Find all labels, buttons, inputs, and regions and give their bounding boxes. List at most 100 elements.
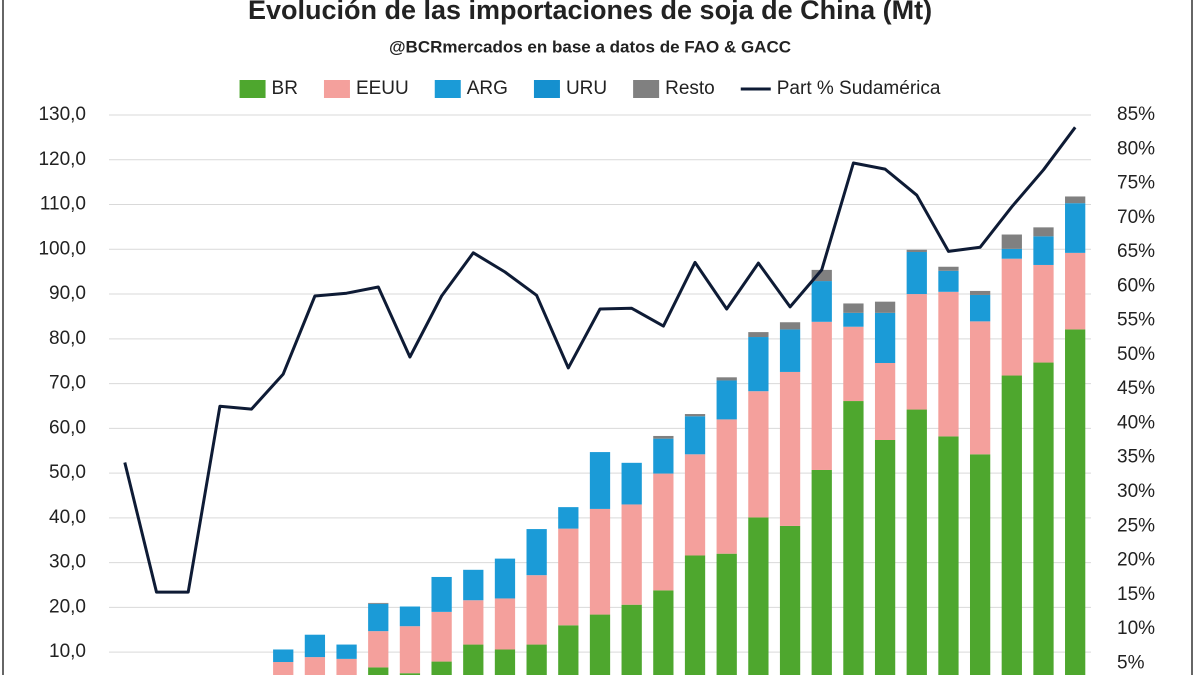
bar-segment — [273, 649, 294, 663]
bar-segment — [716, 380, 737, 420]
bar-segment — [431, 661, 452, 675]
bar-segment — [811, 469, 832, 675]
y2-tick-label: 35% — [1117, 447, 1155, 468]
legend-swatch — [239, 80, 266, 98]
bar-segment — [653, 435, 674, 439]
bar-segment — [526, 575, 547, 645]
line-series — [123, 126, 1077, 594]
bar-segment — [748, 337, 769, 392]
y2-tick-label: 65% — [1117, 241, 1155, 262]
y2-tick-label: 5% — [1117, 652, 1145, 673]
bar-segment — [748, 391, 769, 518]
y2-tick-label: 45% — [1117, 378, 1155, 399]
bar-segment — [558, 528, 579, 626]
bar-segment — [811, 281, 832, 322]
y2-tick-label: 15% — [1117, 584, 1155, 605]
y2-tick-label: 25% — [1117, 515, 1155, 536]
y-tick-label: 70,0 — [49, 373, 86, 394]
legend-item: URU — [533, 78, 607, 99]
legend-item: ARG — [434, 78, 508, 99]
bar-segment — [811, 269, 832, 282]
bar-segment — [684, 416, 706, 455]
bar-segment — [621, 604, 642, 675]
y-tick-label: 110,0 — [40, 194, 86, 215]
bar-segment — [906, 294, 927, 410]
chart-title: Evolución de las importaciones de soja d… — [248, 0, 932, 25]
bar-segment — [589, 508, 611, 615]
bar-segment — [653, 473, 674, 591]
bar-segment — [779, 525, 801, 675]
bar-segment — [1065, 329, 1086, 675]
bar-segment — [969, 454, 991, 675]
bar-segment — [906, 249, 927, 252]
bar-segment — [1033, 362, 1054, 675]
legend-label: BR — [272, 78, 298, 99]
plot-area — [273, 196, 1086, 675]
bar-segment — [1033, 264, 1054, 363]
legend-item: EEUU — [323, 78, 409, 99]
bar-segment — [811, 321, 832, 470]
bar-segment — [843, 401, 864, 675]
bar-segment — [399, 606, 421, 627]
bar-segment — [906, 409, 927, 675]
legend-swatch — [533, 80, 560, 98]
bar-segment — [431, 576, 452, 612]
bar-segment — [1001, 234, 1022, 249]
bar-segment — [273, 662, 294, 675]
bar-segment — [969, 294, 991, 322]
legend-label: Resto — [665, 78, 715, 99]
bar-segment — [779, 371, 801, 526]
bar-segment — [906, 251, 927, 295]
y2-tick-label: 75% — [1117, 173, 1155, 194]
legend-label: Part % Sudamérica — [777, 78, 941, 99]
bar-segment — [969, 321, 991, 455]
bar-segment — [716, 419, 737, 554]
bar-segment — [843, 303, 864, 313]
y-tick-label: 100,0 — [38, 238, 86, 259]
bar-segment — [1065, 252, 1086, 330]
bar-segment — [779, 329, 801, 372]
y2-tick-label: 10% — [1117, 618, 1155, 639]
bar-segment — [684, 414, 706, 417]
bar-segment — [304, 634, 326, 658]
bar-segment — [494, 598, 516, 650]
bar-segment — [684, 555, 706, 675]
bar-segment — [399, 673, 421, 675]
y2-tick-label: 80% — [1117, 138, 1155, 159]
chart-subtitle: @BCRmercados en base a datos de FAO & GA… — [389, 37, 791, 56]
y2-tick-label: 40% — [1117, 412, 1155, 433]
y-tick-label: 20,0 — [49, 596, 86, 617]
bar-segment — [684, 454, 706, 556]
bar-segment — [1033, 236, 1054, 265]
bar-segment — [589, 452, 611, 509]
y-tick-label: 30,0 — [49, 552, 86, 573]
bar-segment — [748, 517, 769, 675]
bar-segment — [716, 377, 737, 381]
bar-segment — [368, 603, 389, 632]
bar-segment — [621, 504, 642, 605]
legend-item: BR — [239, 78, 298, 99]
bar-segment — [874, 362, 896, 440]
bar-segment — [526, 644, 547, 675]
legend-item: Resto — [633, 78, 715, 99]
bar-segment — [874, 439, 896, 675]
bar-segment — [494, 649, 516, 675]
bar-segment — [1001, 248, 1022, 259]
bar-segment — [399, 626, 421, 674]
y2-tick-label: 30% — [1117, 481, 1155, 502]
bar-segment — [368, 602, 389, 604]
y-tick-label: 10,0 — [49, 641, 86, 662]
y-tick-label: 120,0 — [38, 149, 86, 170]
bar-segment — [368, 631, 389, 668]
bar-segment — [494, 558, 516, 599]
bar-segment — [938, 436, 959, 675]
legend: BR EEUU ARG URU Resto Part % Sudamérica — [239, 78, 941, 99]
y-tick-label: 80,0 — [49, 328, 86, 349]
bar-segment — [874, 312, 896, 363]
bar-segment — [843, 312, 864, 327]
y-tick-label: 50,0 — [49, 462, 86, 483]
bar-segment — [748, 332, 769, 338]
bar-segment — [589, 614, 611, 675]
legend-label: URU — [566, 78, 607, 99]
y-tick-label: 130,0 — [38, 104, 86, 125]
